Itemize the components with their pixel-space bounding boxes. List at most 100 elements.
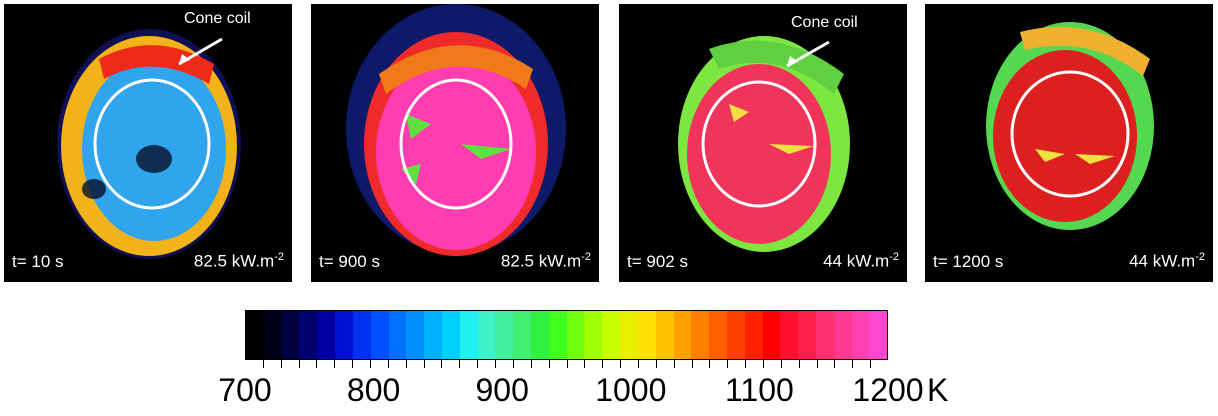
colorbar-tick-label: 1100 <box>724 372 794 408</box>
colorbar-tick <box>602 360 604 368</box>
colorbar-tick-label: 1200 <box>852 372 924 408</box>
colorbar-tick <box>334 360 336 368</box>
colorbar-tick <box>387 360 389 368</box>
colorbar-tick <box>852 360 854 368</box>
time-label-3: t= 902 s <box>627 252 688 271</box>
colorbar-ticks <box>245 360 888 368</box>
colorbar-segment <box>780 311 799 359</box>
colorbar-tick <box>495 360 497 368</box>
colorbar-tick <box>870 360 872 368</box>
colorbar-tick <box>566 360 568 368</box>
colorbar-segment <box>388 311 407 359</box>
cone-coil-band-4 <box>1020 26 1150 76</box>
thermal-image-1 <box>57 29 241 259</box>
colorbar-segment <box>281 311 300 359</box>
sample-disk-3 <box>687 64 831 244</box>
colorbar-tick <box>316 360 318 368</box>
colorbar-segment <box>602 311 621 359</box>
flux-label-1: 82.5 kW.m-2 <box>193 251 284 271</box>
colorbar-tick <box>637 360 639 368</box>
colorbar-tick <box>423 360 425 368</box>
colorbar-segment <box>869 311 888 359</box>
cone-coil-callout-1: Cone coil <box>184 10 251 27</box>
colorbar-tick <box>655 360 657 368</box>
cone-coil-band-2 <box>379 45 533 94</box>
colorbar-segment <box>495 311 514 359</box>
sample-disk-2 <box>376 54 536 250</box>
thermal-panel-2: t= 900 s 82.5 kW.m-2 <box>311 4 599 282</box>
thermal-image-4 <box>986 22 1154 230</box>
colorbar-segment <box>513 311 531 359</box>
colorbar-segment <box>548 311 567 359</box>
flux-label-2: 82.5 kW.m-2 <box>500 251 591 271</box>
flux-label-4: 44 kW.m-2 <box>1129 251 1205 271</box>
colorbar-segment <box>477 311 496 359</box>
thermal-image-3 <box>678 36 850 252</box>
colorbar-segment <box>726 311 745 359</box>
colorbar-tick <box>441 360 443 368</box>
colorbar-tick <box>727 360 729 368</box>
colorbar-tick <box>745 360 747 368</box>
colorbar-segment <box>531 311 549 359</box>
colorbar-tick <box>780 360 782 368</box>
colorbar-segment <box>744 311 763 359</box>
thermal-panel-1: Cone coil t= 10 s 82.5 kW.m-2 <box>4 4 292 282</box>
colorbar-segment <box>317 311 336 359</box>
colorbar-segment <box>833 311 852 359</box>
colorbar-tick <box>280 360 282 368</box>
colorbar-tick <box>816 360 818 368</box>
colorbar-tick-label: 1000 <box>595 372 667 408</box>
colorbar-segment <box>441 311 460 359</box>
colorbar-tick <box>512 360 514 368</box>
time-label-4: t= 1200 s <box>933 252 1004 271</box>
colorbar-tick <box>620 360 622 368</box>
measurement-circle-4 <box>1010 70 1130 198</box>
colorbar-tick-label: 800 <box>346 372 401 408</box>
colorbar-segment <box>655 311 674 359</box>
colorbar-tick-label: 900 <box>475 372 529 408</box>
colorbar-segment <box>762 311 781 359</box>
flux-label-3: 44 kW.m-2 <box>823 251 899 271</box>
colorbar-tick <box>352 360 354 368</box>
colorbar-segment <box>851 311 870 359</box>
time-label-1: t= 10 s <box>12 252 64 271</box>
colorbar-tick <box>691 360 693 368</box>
colorbar-segment <box>637 311 656 359</box>
colorbar-unit: K <box>927 372 949 408</box>
measurement-circle-2 <box>399 78 513 210</box>
time-label-2: t= 900 s <box>319 252 380 271</box>
measurement-circle-1 <box>93 78 211 210</box>
colorbar-segment <box>335 311 353 359</box>
colorbar-segment <box>673 311 692 359</box>
colorbar-tick <box>262 360 264 368</box>
cone-coil-callout-3: Cone coil <box>791 14 858 31</box>
colorbar-segment <box>816 311 834 359</box>
colorbar-tick <box>405 360 407 368</box>
colorbar-segment <box>709 311 727 359</box>
colorbar-segment <box>798 311 816 359</box>
measurement-circle-3 <box>701 80 817 208</box>
colorbar-tick <box>762 360 764 368</box>
colorbar-tick <box>370 360 372 368</box>
colorbar-segment <box>370 311 389 359</box>
colorbar-segment <box>620 311 638 359</box>
colorbar-segment <box>299 311 318 359</box>
colorbar-segment <box>246 311 264 359</box>
temperature-colorbar <box>245 310 888 360</box>
colorbar-segment <box>352 311 371 359</box>
colorbar-tick <box>298 360 300 368</box>
cone-coil-band-1 <box>99 45 214 84</box>
colorbar-segment <box>406 311 425 359</box>
colorbar-tick-label: 700 <box>218 372 272 408</box>
colorbar-tick <box>834 360 836 368</box>
colorbar-tick <box>584 360 586 368</box>
colorbar-tick <box>548 360 550 368</box>
colorbar-tick <box>477 360 479 368</box>
colorbar-segment <box>584 311 603 359</box>
colorbar-segment <box>691 311 710 359</box>
thermal-image-2 <box>346 4 566 256</box>
colorbar-segment <box>424 311 442 359</box>
colorbar-tick <box>459 360 461 368</box>
colorbar-segment <box>566 311 585 359</box>
colorbar-segment <box>459 311 478 359</box>
